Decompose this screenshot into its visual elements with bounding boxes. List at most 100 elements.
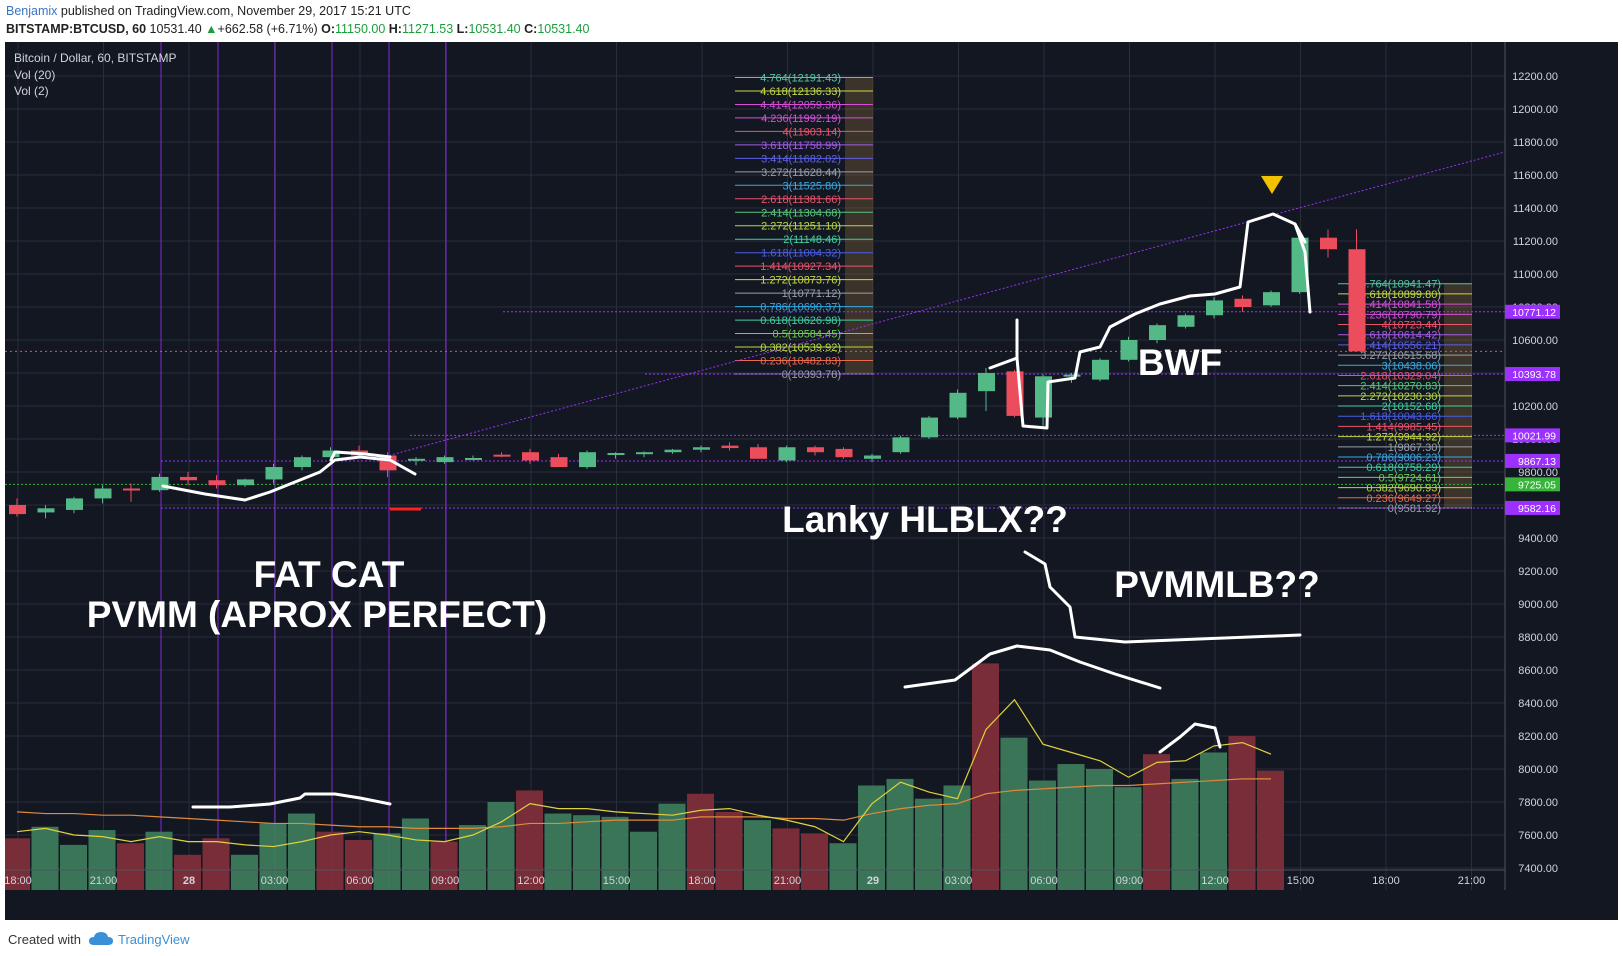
volume-bar (1143, 754, 1170, 890)
author-link[interactable]: Benjamix (6, 4, 58, 18)
price-tick-label: 8800.00 (1518, 632, 1558, 644)
time-tick-label: 09:00 (1116, 875, 1144, 887)
volume-bar (943, 785, 971, 890)
volume-bar (1171, 778, 1199, 890)
price-tick-label: 9200.00 (1518, 566, 1558, 578)
grid-lines (5, 42, 1505, 890)
price-tag (1505, 453, 1560, 468)
volume-bar (630, 831, 657, 890)
hand-drawings (161, 212, 1312, 809)
fib-right-level-label: 3(10438.06) (1382, 360, 1441, 372)
price-change: +662.58 (+6.71%) (217, 22, 318, 36)
pvmmlb-curve (1023, 550, 1302, 644)
candle-body (94, 488, 112, 499)
fib-left-level-label: 0.786(10690.37) (760, 302, 841, 314)
legend-vol20: Vol (20) (14, 68, 55, 82)
legend-title: Bitcoin / Dollar, 60, BITSTAMP (14, 51, 177, 65)
candle-body (835, 448, 853, 458)
candle-body (37, 508, 55, 513)
high-label: H: (388, 22, 402, 36)
fib-left-level-label: 0(10393.78) (782, 369, 841, 381)
annotation-lanky: Lanky HLBLX?? (782, 499, 1068, 540)
footer: Created with TradingView (0, 920, 1623, 956)
publish-header: Benjamix published on TradingView.com, N… (0, 0, 1623, 42)
time-tick-label: 09:00 (432, 875, 460, 887)
candle-body (1092, 359, 1109, 380)
price-tick-label: 11200.00 (1513, 236, 1558, 248)
candle-body (1206, 300, 1223, 316)
fib-right-level-label: 0.618(9758.29) (1366, 462, 1441, 474)
price-tick-label: 8600.00 (1518, 665, 1558, 677)
volume-bar (1200, 752, 1227, 890)
fat-cat-top (329, 450, 392, 462)
price-axis[interactable]: 12200.00 12000.00 11800.00 11600.00 11400.00… (1504, 42, 1560, 890)
annotation-bwf: BWF (1138, 342, 1222, 383)
price-tag (1505, 428, 1560, 443)
candle-body (579, 452, 596, 468)
cloud-logo-icon (89, 932, 113, 945)
volume-bar (915, 798, 942, 890)
fib-left-level-label: 2.272(11251.10) (761, 221, 841, 233)
price-tick-label: 9400.00 (1518, 533, 1558, 545)
tradingview-link[interactable]: TradingView (118, 932, 190, 947)
candle-body (892, 437, 910, 453)
time-tick-label: 18:00 (5, 875, 32, 887)
candle-body (1063, 374, 1081, 377)
chart-area[interactable]: 4.764(12191.43) 4.618(12136.33) 4.414(1205… (3, 42, 1618, 920)
volume-bar (1228, 736, 1256, 890)
time-tick-label: 18:00 (688, 875, 716, 887)
fat-cat-curve (161, 455, 417, 502)
price-tick-label: 11800.00 (1513, 137, 1558, 149)
fib-left-level-label: 4.618(12136.33) (760, 86, 841, 98)
time-tick-label: 12:00 (517, 875, 545, 887)
volume-bar (1000, 737, 1028, 890)
quote-line: BITSTAMP:BTCUSD, 60 10531.40 ▲+662.58 (+… (6, 22, 589, 36)
volume-bar (117, 843, 144, 890)
candle-body (978, 373, 995, 392)
candle-body (693, 447, 710, 450)
price-tick-label: 7400.00 (1518, 863, 1558, 875)
candle-body (493, 454, 511, 457)
price-tick-label: 10200.00 (1512, 401, 1558, 413)
fib-right-level-label: 0(9581.92) (1388, 503, 1441, 515)
volume-bar (715, 811, 743, 890)
fib-left-level-label: 0.236(10482.83) (760, 356, 841, 368)
annotation-pvmm: PVMM (APROX PERFECT) (87, 594, 547, 635)
fib-left-level-label: 2.618(11381.66) (761, 194, 841, 206)
price-tick-label: 12000.00 (1512, 104, 1558, 116)
time-tick-label: 21:00 (90, 875, 118, 887)
time-tick-label: 03:00 (945, 875, 973, 887)
fib-left-level-label: 4.414(12059.36) (760, 99, 841, 111)
price-chart[interactable]: 4.764(12191.43) 4.618(12136.33)4.414(1205… (3, 42, 1618, 920)
price-tick-label: 10600.00 (1512, 335, 1558, 347)
volume-bar (459, 825, 486, 890)
candle-body (151, 476, 169, 491)
time-tick-label: 06:00 (346, 875, 374, 887)
candle-body (721, 445, 739, 449)
bwf-drop (1293, 222, 1312, 314)
time-axis[interactable]: 18:00 21:00 28 03:00 06:00 09:00 12:00 15:00 18:… (4, 869, 1505, 887)
candle-body (807, 447, 824, 453)
bwf-curve (988, 212, 1307, 430)
candlesticks (9, 176, 1366, 519)
fib-left-level-label: 3(11525.80) (782, 180, 841, 192)
close-value: 10531.40 (537, 22, 590, 36)
time-tick-label: 06:00 (1030, 875, 1058, 887)
fib-left-level-label: 0.382(10539.92) (760, 342, 841, 354)
legend-vol2: Vol (2) (14, 84, 49, 98)
price-tag (1505, 500, 1560, 515)
candle-body (123, 488, 140, 491)
fib-left-level-label: 3.414(11682.02) (761, 153, 841, 165)
price-tag-label: 10021.99 (1512, 430, 1556, 442)
time-tick-label: 12:00 (1201, 875, 1229, 887)
volume-bar (31, 826, 59, 890)
close-label: C: (524, 22, 538, 36)
fib-right-level-label: 0.5(9724.61) (1379, 472, 1441, 484)
price-tick-label: 8000.00 (1518, 764, 1558, 776)
candle-body (864, 455, 881, 459)
volume-bar (174, 854, 201, 890)
last-price: 10531.40 (149, 22, 202, 36)
fib-right-level-label: 3.618(10614.42) (1360, 330, 1441, 342)
time-tick-label: 21:00 (774, 875, 802, 887)
pvmm-volume-curve (191, 792, 392, 809)
